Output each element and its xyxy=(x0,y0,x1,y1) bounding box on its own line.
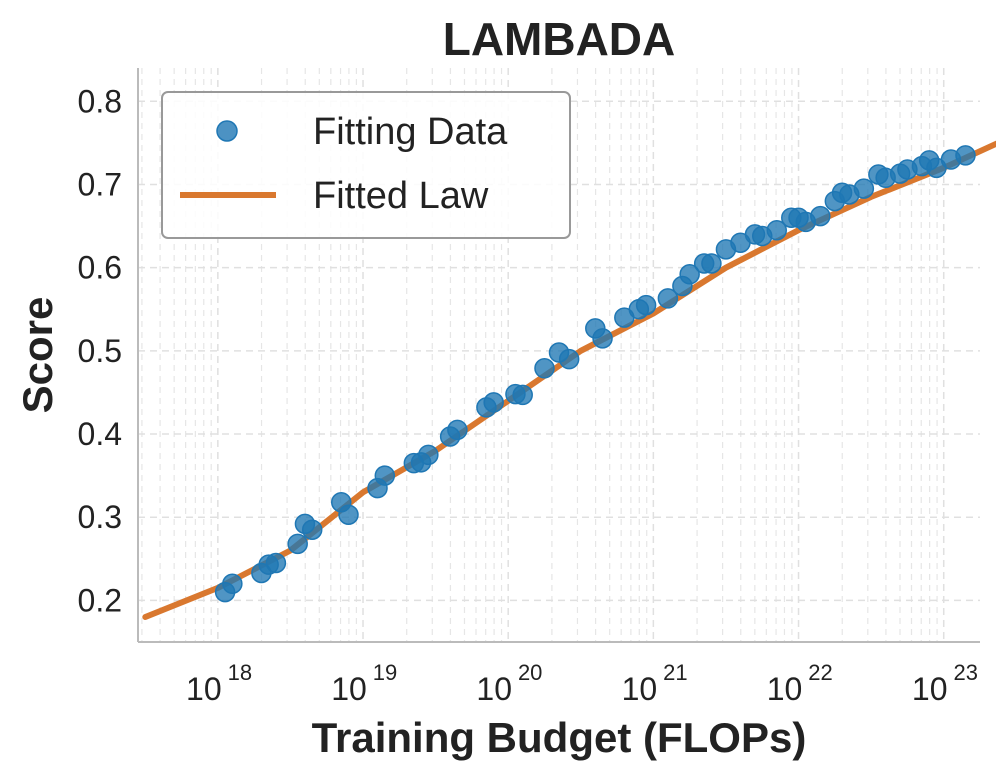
chart-title: LAMBADA xyxy=(443,13,676,65)
data-point xyxy=(287,533,308,555)
x-tick-label-exponent: 19 xyxy=(373,660,397,685)
data-point xyxy=(534,358,555,379)
x-tick-label: 10 xyxy=(186,671,222,707)
data-point xyxy=(810,205,831,227)
y-tick-label: 0.2 xyxy=(78,582,122,618)
legend-label-fitting-data: Fitting Data xyxy=(313,111,508,153)
data-point xyxy=(788,207,809,228)
y-tick-label: 0.5 xyxy=(78,333,122,369)
y-axis-label: Score xyxy=(14,297,61,414)
x-tick-label: 10 xyxy=(622,671,658,707)
x-tick-label: 10 xyxy=(476,671,512,707)
data-point xyxy=(222,573,243,595)
x-tick-label-exponent: 18 xyxy=(228,660,252,685)
data-point xyxy=(265,552,287,574)
data-point xyxy=(657,288,679,309)
data-point xyxy=(512,384,533,406)
data-point xyxy=(918,150,940,171)
data-point xyxy=(592,328,613,349)
data-point xyxy=(483,392,504,413)
data-point xyxy=(418,444,439,466)
data-point xyxy=(301,519,323,540)
grid xyxy=(138,68,980,642)
data-point xyxy=(679,264,700,285)
data-point xyxy=(338,504,359,525)
x-tick-label-exponent: 21 xyxy=(663,660,687,685)
data-point xyxy=(635,294,657,316)
x-axis-label: Training Budget (FLOPs) xyxy=(312,714,807,761)
axes xyxy=(137,68,980,643)
y-tick-label: 0.7 xyxy=(78,166,122,202)
tick-labels: 10 18 10 19 10 20 10 21 10 22 10 230.20.30.40.50.60… xyxy=(78,83,978,707)
data-point xyxy=(558,348,580,370)
x-tick-label: 10 xyxy=(331,671,367,707)
data-point xyxy=(374,465,396,486)
fitting-data-series xyxy=(214,145,976,603)
data-point xyxy=(447,419,468,441)
data-point xyxy=(766,219,788,241)
x-tick-label: 10 xyxy=(912,671,948,707)
x-tick-label-exponent: 23 xyxy=(953,660,977,685)
y-tick-label: 0.8 xyxy=(78,83,122,119)
legend-label-fitted-law: Fitted Law xyxy=(313,175,489,217)
data-point xyxy=(853,178,875,199)
data-point xyxy=(701,253,722,274)
data-point xyxy=(831,182,853,204)
legend-box xyxy=(161,91,571,239)
legend: Fitting Data Fitted Law xyxy=(161,91,571,239)
data-point xyxy=(955,145,976,166)
x-tick-label-exponent: 20 xyxy=(518,660,542,685)
y-tick-label: 0.6 xyxy=(78,250,122,286)
y-tick-label: 0.3 xyxy=(78,499,122,535)
x-tick-label-exponent: 22 xyxy=(808,660,832,685)
x-tick-label: 10 xyxy=(767,671,803,707)
y-tick-label: 0.4 xyxy=(78,416,122,452)
legend-marker-fitting-data xyxy=(216,120,238,142)
